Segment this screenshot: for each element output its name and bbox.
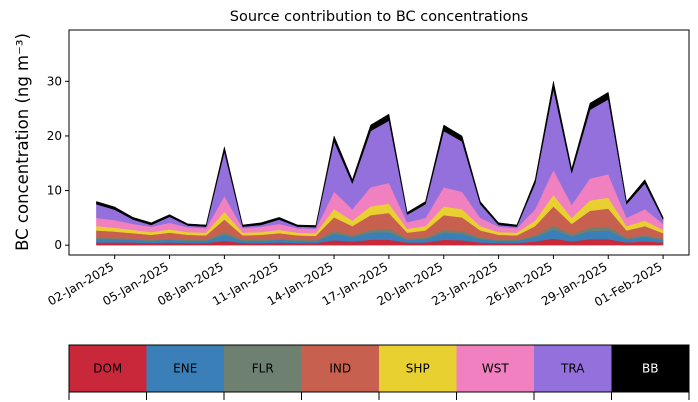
legend-swatch (456, 345, 534, 392)
y-axis-label: BC concentration (ng m⁻³) (13, 33, 32, 251)
y-tick-label: 20 (47, 129, 62, 143)
plot-frame (68, 29, 690, 256)
legend-swatch (301, 345, 379, 392)
legend-swatch (69, 345, 147, 392)
y-tick-label: 30 (47, 74, 62, 88)
legend-label: ENE (173, 362, 197, 376)
legend-label: TRA (560, 362, 585, 376)
legend-label: IND (329, 362, 351, 376)
y-tick-label: 0 (54, 238, 62, 252)
legend-label: SHP (406, 362, 430, 376)
legend-swatch (224, 345, 302, 392)
legend-swatch (146, 345, 224, 392)
legend-label: FLR (252, 362, 274, 376)
legend-label: DOM (93, 362, 122, 376)
legend-label: WST (482, 362, 509, 376)
y-tick-label: 10 (47, 184, 62, 198)
legend-swatch (379, 345, 457, 392)
legend-swatch (611, 345, 689, 392)
chart-title: Source contribution to BC concentrations (230, 9, 528, 25)
legend-label: BB (642, 362, 658, 376)
area (96, 81, 664, 228)
legend-swatch (534, 345, 612, 392)
